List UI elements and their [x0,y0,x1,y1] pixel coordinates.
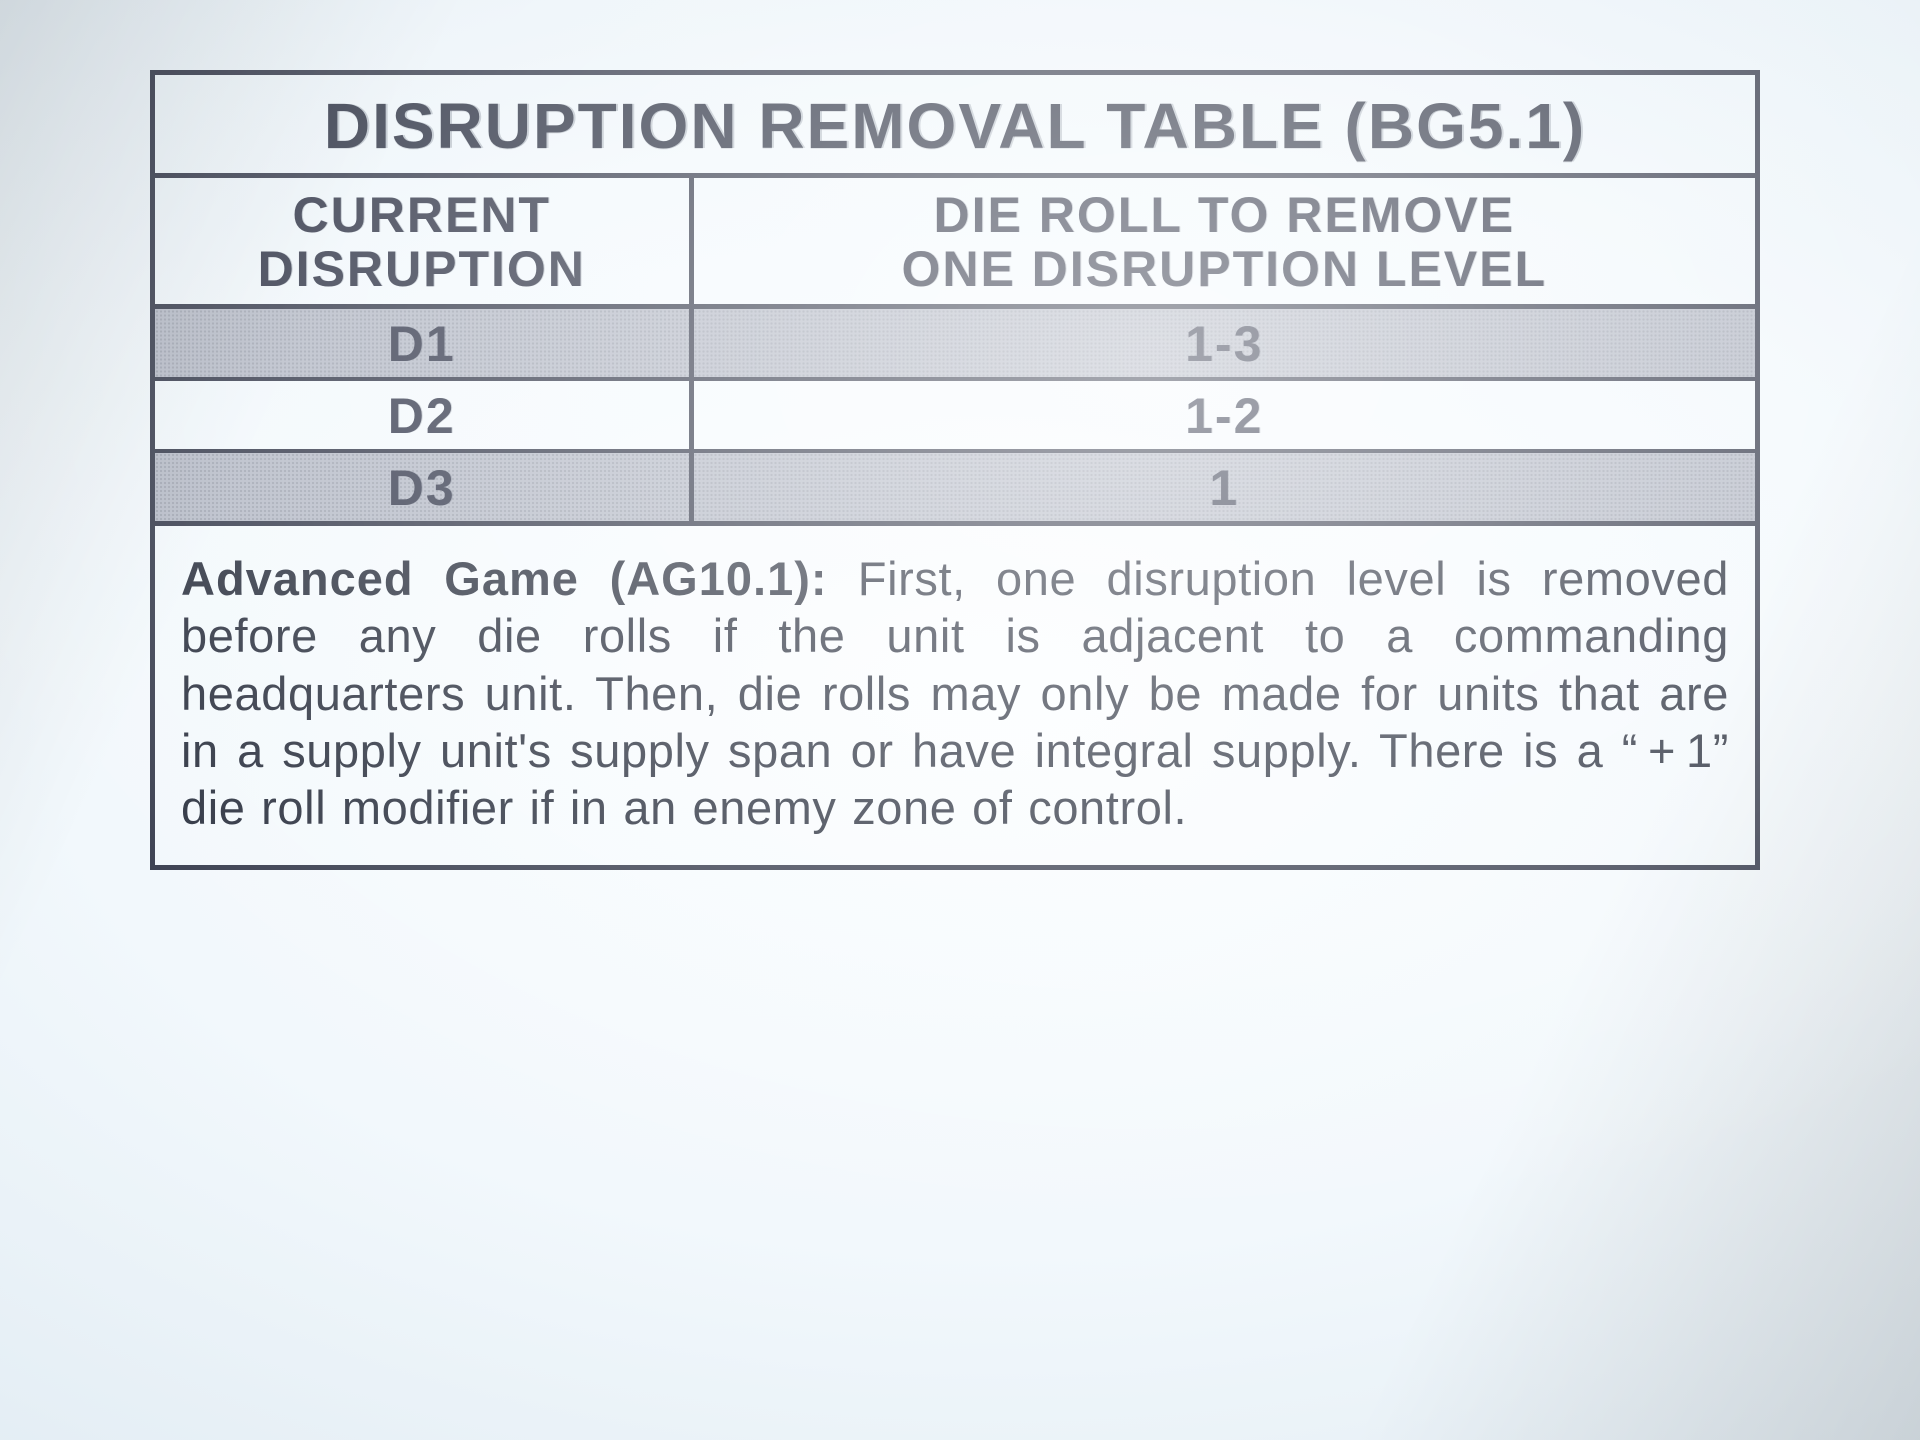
col-header-line: DIE ROLL TO REMOVE [934,187,1515,243]
cell-roll: 1 [691,451,1755,521]
col-header-line: DISRUPTION [258,241,586,297]
cell-roll: 1-2 [691,379,1755,451]
col-header-current-disruption: CURRENT DISRUPTION [155,178,691,307]
disruption-removal-card: DISRUPTION REMOVAL TABLE (BG5.1) CURRENT… [150,70,1760,870]
cell-roll: 1-3 [691,307,1755,380]
table-row: D2 1-2 [155,379,1755,451]
table-header-row: CURRENT DISRUPTION DIE ROLL TO REMOVE ON… [155,178,1755,307]
table-body: D1 1-3 D2 1-2 D3 1 [155,307,1755,522]
cell-level: D2 [155,379,691,451]
table-title-row: DISRUPTION REMOVAL TABLE (BG5.1) [155,75,1755,178]
col-header-die-roll: DIE ROLL TO REMOVE ONE DISRUPTION LEVEL [691,178,1755,307]
col-header-line: ONE DISRUPTION LEVEL [901,241,1547,297]
table-title: DISRUPTION REMOVAL TABLE (BG5.1) [324,90,1586,162]
note-lead: Advanced Game (AG10.1): [181,552,828,605]
cell-level: D1 [155,307,691,380]
table-row: D1 1-3 [155,307,1755,380]
disruption-removal-table: CURRENT DISRUPTION DIE ROLL TO REMOVE ON… [155,178,1755,521]
table-row: D3 1 [155,451,1755,521]
col-header-line: CURRENT [293,187,551,243]
advanced-game-note: Advanced Game (AG10.1): First, one disru… [155,521,1755,865]
cell-level: D3 [155,451,691,521]
